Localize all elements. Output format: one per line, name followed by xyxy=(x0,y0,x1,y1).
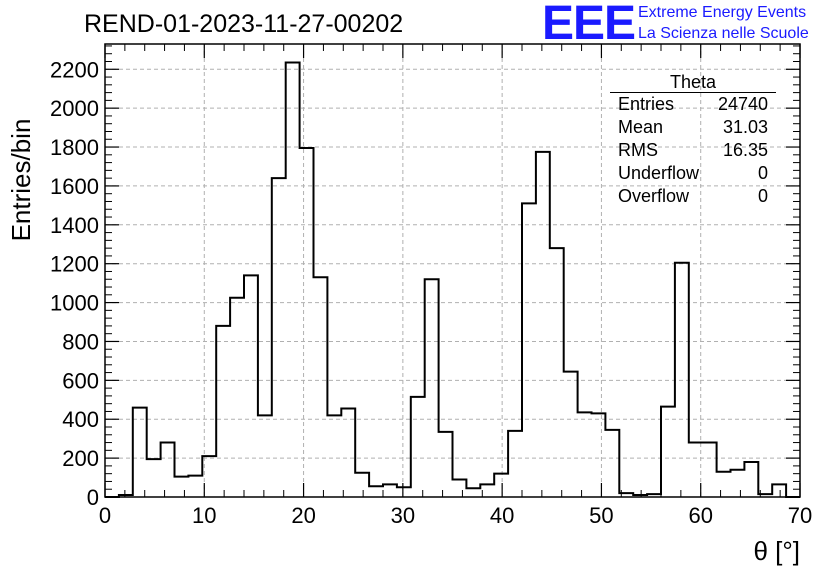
stats-label: Underflow xyxy=(618,163,700,183)
histogram-bin xyxy=(175,477,189,497)
histogram-bin xyxy=(147,459,161,497)
histogram-bin xyxy=(188,476,202,497)
histogram-bin xyxy=(286,62,300,497)
eee-logo: EEE xyxy=(542,0,636,50)
histogram-bin xyxy=(314,277,328,497)
histogram-series xyxy=(105,61,800,498)
stats-row-mean: Mean 31.03 xyxy=(610,116,776,139)
histogram-bin xyxy=(216,326,230,497)
histogram-bin xyxy=(453,480,467,497)
histogram-bin xyxy=(300,148,314,497)
stats-value: 0 xyxy=(757,186,768,206)
x-axis-label: θ [°] xyxy=(753,536,800,566)
x-tick-label: 40 xyxy=(490,503,514,528)
histogram-bin xyxy=(536,152,550,497)
stats-label: Mean xyxy=(618,117,664,137)
histogram-bin xyxy=(244,275,258,497)
y-axis-label: Entries/bin xyxy=(6,119,36,242)
stats-value: 0 xyxy=(757,163,768,183)
x-tick-label: 10 xyxy=(192,503,216,528)
stats-label: Entries xyxy=(618,94,675,114)
stats-label: RMS xyxy=(618,140,658,160)
histogram-bin xyxy=(466,488,480,497)
stats-value: 24740 xyxy=(717,94,768,114)
stats-label: Overflow xyxy=(618,186,690,206)
logo-subtitle-line2: La Scienza nelle Scuole xyxy=(638,25,809,42)
histogram-bin xyxy=(717,472,731,497)
histogram-bin xyxy=(508,431,522,497)
stats-title: Theta xyxy=(610,72,776,93)
y-tick-label: 1400 xyxy=(50,213,99,238)
stats-value: 16.35 xyxy=(722,140,768,160)
histogram-bin xyxy=(411,397,425,497)
y-tick-label: 200 xyxy=(62,446,99,471)
y-tick-label: 600 xyxy=(62,368,99,393)
histogram-bin xyxy=(661,407,675,497)
histogram-bin xyxy=(258,415,272,497)
histogram-bin xyxy=(744,462,758,497)
histogram-bin xyxy=(383,484,397,497)
histogram-bin xyxy=(272,178,286,497)
histogram-bin xyxy=(675,263,689,497)
stats-box: Theta Entries 24740 Mean 31.03 RMS 16.35… xyxy=(610,72,776,208)
y-tick-label: 400 xyxy=(62,407,99,432)
chart-title: REND-01-2023-11-27-00202 xyxy=(84,10,404,38)
logo-subtitle-line1: Extreme Energy Events xyxy=(638,4,807,21)
x-tick-label: 50 xyxy=(589,503,613,528)
histogram-bin xyxy=(592,413,606,497)
stats-row-overflow: Overflow 0 xyxy=(610,185,776,208)
histogram-bin xyxy=(578,412,592,497)
histogram-bin xyxy=(355,473,369,497)
histogram-bin xyxy=(772,484,786,497)
x-tick-label: 0 xyxy=(99,503,111,528)
histogram-bin xyxy=(564,372,578,497)
histogram-bin xyxy=(731,470,745,497)
histogram-bin xyxy=(522,203,536,497)
histogram-bin xyxy=(327,415,341,497)
histogram-bin xyxy=(397,487,411,497)
x-tick-label: 30 xyxy=(391,503,415,528)
stats-row-rms: RMS 16.35 xyxy=(610,139,776,162)
y-tick-label: 1200 xyxy=(50,252,99,277)
histogram-step-line xyxy=(105,61,800,498)
stats-value: 31.03 xyxy=(722,117,768,137)
y-tick-label: 2200 xyxy=(50,57,99,82)
x-tick-label: 70 xyxy=(788,503,812,528)
stats-row-underflow: Underflow 0 xyxy=(610,162,776,185)
y-tick-label: 1600 xyxy=(50,174,99,199)
histogram-bin xyxy=(425,279,439,497)
y-tick-label: 2000 xyxy=(50,96,99,121)
grid-lines xyxy=(105,44,800,497)
x-axis: 0 10 20 30 40 50 60 70 xyxy=(99,44,812,528)
histogram-bin xyxy=(230,298,244,497)
y-axis: 0 200 400 600 800 1000 1200 1400 1600 1800 2000 220… xyxy=(50,45,800,510)
histogram-bin xyxy=(605,430,619,497)
stats-row-entries: Entries 24740 xyxy=(610,93,776,116)
y-tick-label: 800 xyxy=(62,329,99,354)
x-tick-label: 20 xyxy=(291,503,315,528)
x-tick-label: 60 xyxy=(688,503,712,528)
histogram-bin xyxy=(369,486,383,497)
histogram-bin xyxy=(341,409,355,497)
plot-frame xyxy=(104,43,801,498)
y-tick-label: 1000 xyxy=(50,291,99,316)
histogram-bin xyxy=(133,408,147,497)
histogram-bin xyxy=(550,248,564,497)
y-tick-label: 0 xyxy=(87,485,99,510)
histogram-bin xyxy=(161,443,175,497)
histogram-bin xyxy=(494,474,508,497)
y-tick-label: 1800 xyxy=(50,135,99,160)
histogram-bin xyxy=(703,443,717,497)
histogram-bin xyxy=(439,432,453,497)
